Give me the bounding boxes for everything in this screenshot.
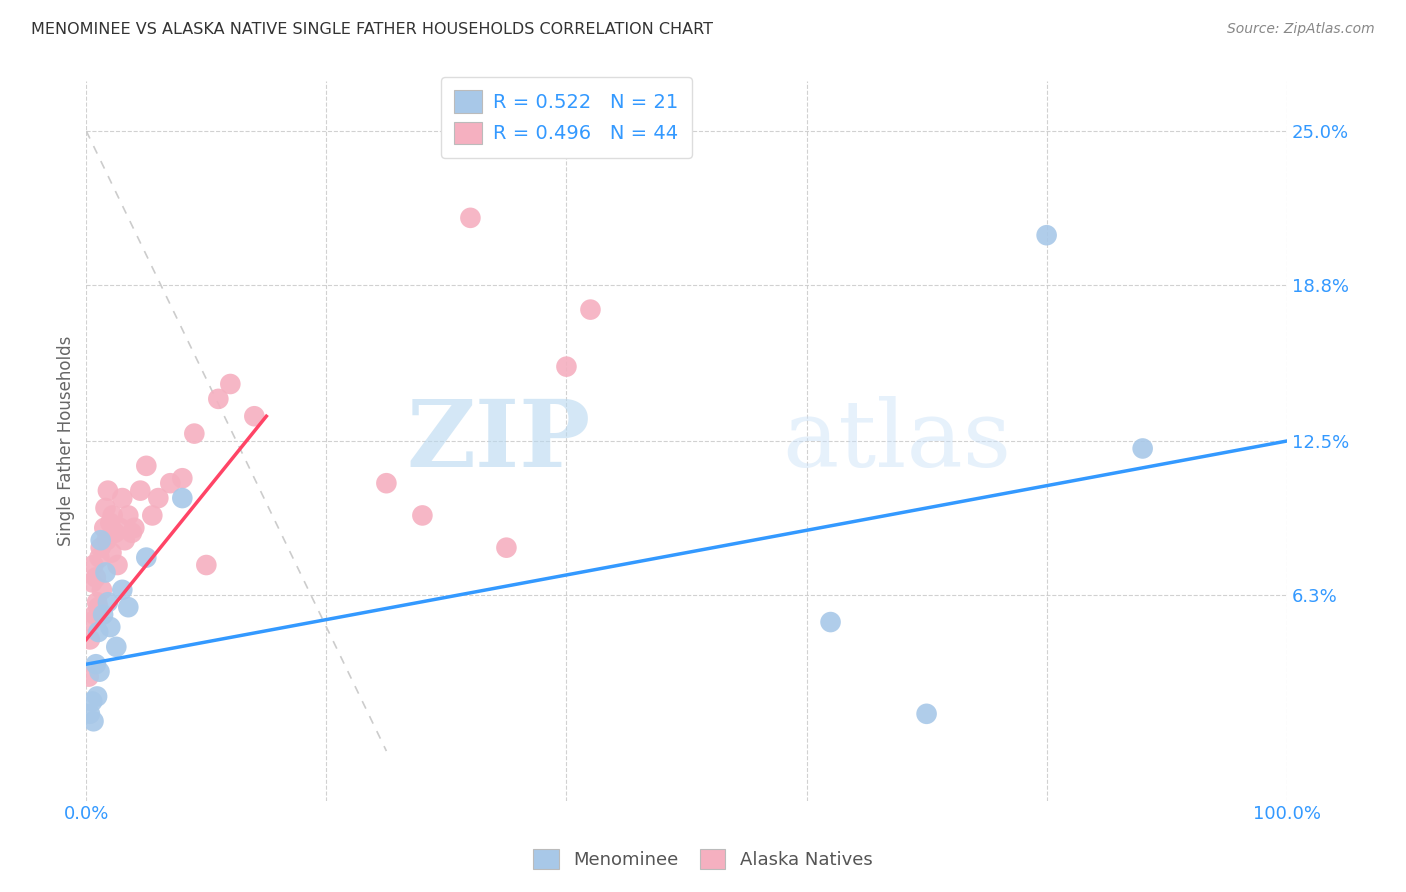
Point — [86, 690, 108, 704]
Point — [82, 714, 104, 729]
Point — [124, 521, 146, 535]
Point — [87, 600, 110, 615]
Point — [243, 409, 266, 424]
Point — [98, 516, 121, 530]
Text: atlas: atlas — [783, 396, 1012, 486]
Point — [111, 582, 134, 597]
Point — [84, 657, 107, 672]
Point — [135, 550, 157, 565]
Point — [183, 426, 205, 441]
Point — [86, 595, 108, 609]
Point — [77, 670, 100, 684]
Point — [117, 600, 139, 615]
Text: Source: ZipAtlas.com: Source: ZipAtlas.com — [1227, 22, 1375, 37]
Point — [172, 491, 194, 505]
Point — [104, 525, 127, 540]
Point — [460, 211, 482, 225]
Point — [96, 533, 118, 548]
Point — [90, 541, 112, 555]
Point — [97, 483, 120, 498]
Point — [375, 476, 398, 491]
Point — [195, 558, 218, 572]
Point — [90, 582, 112, 597]
Point — [107, 558, 129, 572]
Point — [87, 625, 110, 640]
Point — [495, 541, 517, 555]
Point — [1035, 228, 1057, 243]
Legend: Menominee, Alaska Natives: Menominee, Alaska Natives — [524, 839, 882, 879]
Point — [82, 694, 104, 708]
Text: MENOMINEE VS ALASKA NATIVE SINGLE FATHER HOUSEHOLDS CORRELATION CHART: MENOMINEE VS ALASKA NATIVE SINGLE FATHER… — [31, 22, 713, 37]
Point — [82, 575, 104, 590]
Legend: R = 0.522   N = 21, R = 0.496   N = 44: R = 0.522 N = 21, R = 0.496 N = 44 — [440, 77, 692, 158]
Point — [159, 476, 181, 491]
Point — [79, 632, 101, 647]
Point — [84, 570, 107, 584]
Point — [100, 546, 122, 560]
Point — [97, 595, 120, 609]
Y-axis label: Single Father Households: Single Father Households — [58, 336, 75, 546]
Point — [555, 359, 578, 374]
Point — [141, 508, 163, 523]
Point — [219, 376, 242, 391]
Point — [915, 706, 938, 721]
Point — [101, 508, 124, 523]
Point — [90, 533, 112, 548]
Point — [121, 525, 143, 540]
Point — [98, 620, 121, 634]
Point — [1132, 442, 1154, 456]
Point — [108, 521, 131, 535]
Point — [79, 706, 101, 721]
Point — [172, 471, 194, 485]
Point — [89, 665, 111, 679]
Point — [82, 558, 104, 572]
Point — [83, 607, 105, 622]
Point — [148, 491, 170, 505]
Point — [94, 500, 117, 515]
Point — [94, 566, 117, 580]
Point — [80, 615, 103, 629]
Text: ZIP: ZIP — [406, 396, 591, 486]
Point — [129, 483, 152, 498]
Point — [207, 392, 229, 406]
Point — [411, 508, 433, 523]
Point — [135, 458, 157, 473]
Point — [105, 640, 128, 654]
Point — [93, 521, 115, 535]
Point — [820, 615, 842, 629]
Point — [111, 491, 134, 505]
Point — [89, 550, 111, 565]
Point — [579, 302, 602, 317]
Point — [91, 607, 114, 622]
Point — [117, 508, 139, 523]
Point — [114, 533, 136, 548]
